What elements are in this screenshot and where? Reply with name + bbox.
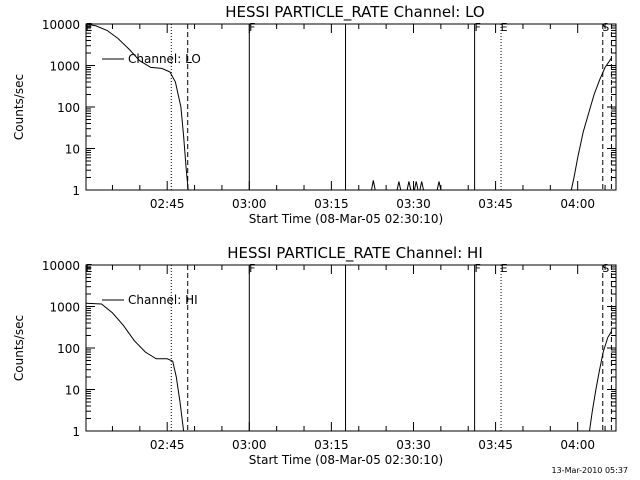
y-tick-label: 10 xyxy=(65,143,80,157)
plot-timestamp: 13-Mar-2010 05:37 xyxy=(552,466,629,475)
series-line xyxy=(396,181,402,191)
series-line xyxy=(406,181,412,191)
series-line xyxy=(570,57,612,191)
series-line xyxy=(589,331,612,432)
lo-channel-panel: HESSI PARTICLE_RATE Channel: LO 1 10 100 100… xyxy=(12,3,617,226)
y-tick-label: 10000 xyxy=(42,18,80,32)
x-tick-label: 04:00 xyxy=(560,438,595,452)
x-tick-label: 03:15 xyxy=(314,197,349,211)
plot-frame xyxy=(85,264,617,432)
series-line xyxy=(419,181,424,191)
series-line xyxy=(436,181,442,191)
y-axis-label: Counts/sec xyxy=(12,74,26,140)
x-tick-label: 03:45 xyxy=(478,197,513,211)
event-marker-label: E xyxy=(86,21,93,34)
event-marker-label: E xyxy=(501,262,508,275)
x-tick-label: 02:45 xyxy=(150,438,185,452)
chart-title: HESSI PARTICLE_RATE Channel: LO xyxy=(225,3,484,22)
event-marker-label: F xyxy=(249,21,255,34)
y-tick-label: 1 xyxy=(72,184,80,198)
y-tick-label: 10000 xyxy=(42,259,80,273)
hi-channel-panel: HESSI PARTICLE_RATE Channel: HI 1 10 100 100… xyxy=(12,244,617,467)
y-tick-label: 1000 xyxy=(49,60,80,74)
y-tick-label: 100 xyxy=(57,101,80,115)
x-tick-label: 03:15 xyxy=(314,438,349,452)
x-tick-label: 04:00 xyxy=(560,197,595,211)
y-tick-label: 100 xyxy=(57,342,80,356)
y-tick-label: 1 xyxy=(72,425,80,439)
x-axis-label: Start Time (08-Mar-05 02:30:10) xyxy=(249,453,443,467)
event-marker-label: F xyxy=(474,262,480,275)
event-marker-label: E xyxy=(501,21,508,34)
event-marker-label: S xyxy=(602,21,609,34)
x-tick-label: 03:00 xyxy=(232,197,267,211)
series-line xyxy=(85,302,185,432)
y-axis-label: Counts/sec xyxy=(12,315,26,381)
y-tick-label: 1000 xyxy=(49,301,80,315)
x-tick-label: 03:30 xyxy=(396,438,431,452)
series-line xyxy=(413,181,419,191)
x-tick-label: 02:45 xyxy=(150,197,185,211)
series-line xyxy=(371,180,376,191)
legend-label: Channel: HI xyxy=(128,293,198,307)
x-tick-label: 03:45 xyxy=(478,438,513,452)
event-marker-label: E xyxy=(86,262,93,275)
x-tick-label: 03:30 xyxy=(396,197,431,211)
y-tick-label: 10 xyxy=(65,384,80,398)
series-line xyxy=(85,23,189,191)
event-marker-label: S xyxy=(602,262,609,275)
event-marker-label: F xyxy=(249,262,255,275)
x-axis-label: Start Time (08-Mar-05 02:30:10) xyxy=(249,212,443,226)
legend-label: Channel: LO xyxy=(128,52,201,66)
chart-title: HESSI PARTICLE_RATE Channel: HI xyxy=(227,244,483,263)
event-marker-label: F xyxy=(474,21,480,34)
plot-frame xyxy=(85,23,617,191)
x-tick-label: 03:00 xyxy=(232,438,267,452)
